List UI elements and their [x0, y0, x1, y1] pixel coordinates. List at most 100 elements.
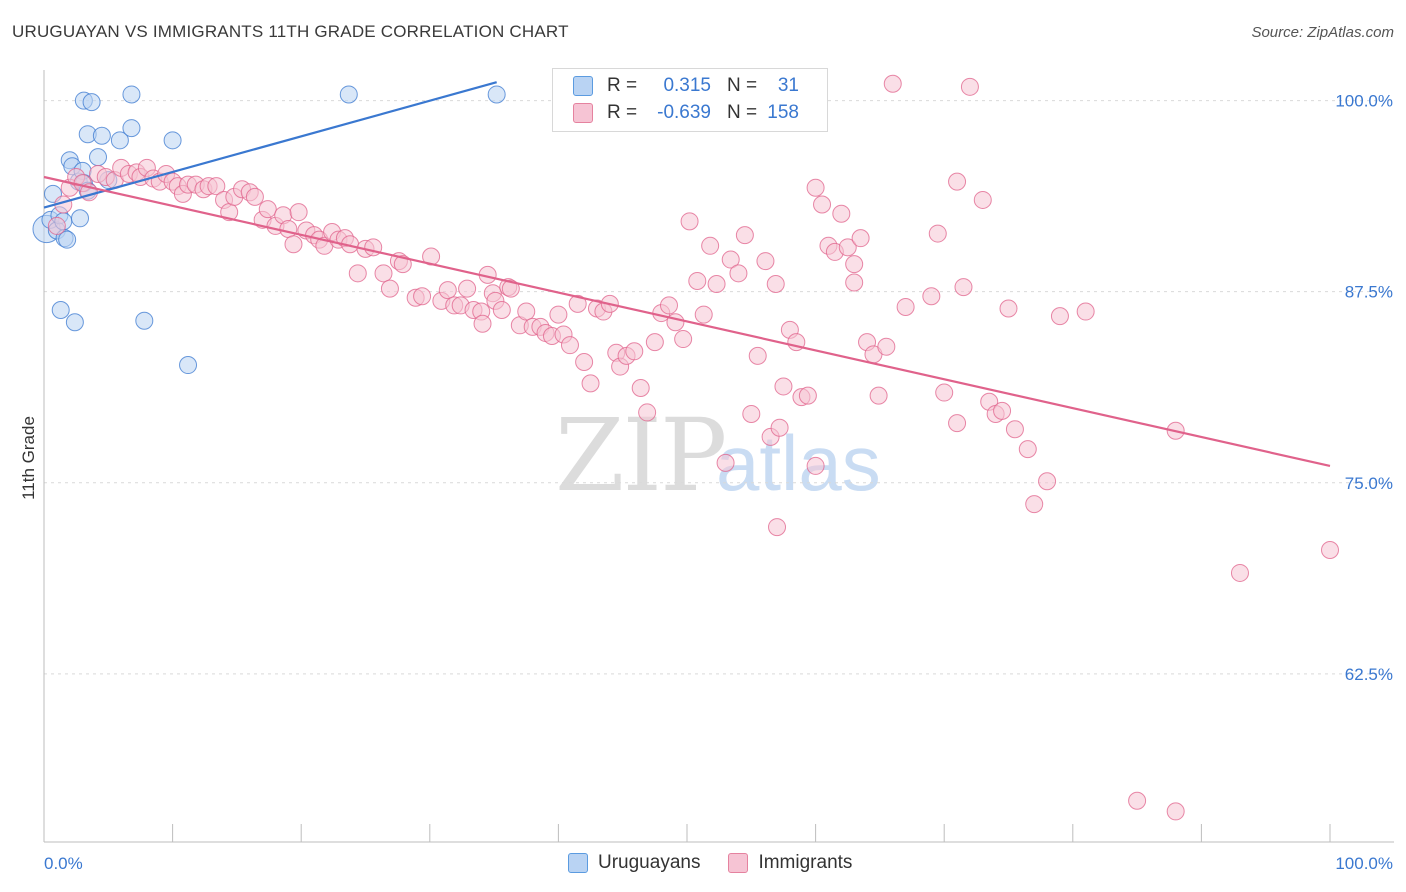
- immigrants-point-36: [284, 235, 303, 254]
- immigrants-point-89: [631, 378, 650, 397]
- immigrants-point-81: [581, 374, 600, 393]
- immigrants-point-64: [473, 314, 492, 333]
- immigrants-point-71: [517, 302, 536, 321]
- uruguayans-point-30: [487, 85, 506, 104]
- immigrants-point-99: [701, 236, 720, 255]
- immigrants-point-105: [742, 404, 761, 423]
- immigrants-point-50: [380, 279, 399, 298]
- r-label: R =: [607, 102, 638, 123]
- immigrants-point-46: [348, 264, 367, 283]
- immigrants-point-110: [774, 377, 793, 396]
- immigrants-point-153: [1321, 541, 1339, 560]
- immigrants-point-49: [374, 264, 393, 283]
- immigrants-trend-line: [43, 175, 1331, 468]
- immigrants-point-80: [575, 352, 594, 371]
- immigrants-point-134: [948, 414, 967, 433]
- immigrants-point-145: [1025, 495, 1044, 514]
- immigrants-point-67: [492, 301, 511, 320]
- stats-row-immigrants: R = -0.639 N = 158: [573, 100, 799, 126]
- y-tick-label-3: 100.0%: [1335, 92, 1393, 111]
- immigrants-point-131: [922, 287, 941, 306]
- immigrants-point-95: [674, 330, 693, 349]
- immigrants-point-127: [877, 337, 896, 356]
- watermark: ZIP atlas: [555, 397, 881, 514]
- uruguayans-point-22: [122, 119, 141, 138]
- legend-item-immigrants[interactable]: Immigrants: [728, 852, 852, 874]
- legend-label-uruguayans: Uruguayans: [598, 852, 701, 873]
- n-label: N =: [727, 102, 758, 123]
- series-legend: Uruguayans Immigrants: [568, 852, 880, 874]
- series-immigrants: [47, 74, 1339, 821]
- legend-label-immigrants: Immigrants: [758, 852, 853, 873]
- immigrants-point-94: [666, 313, 685, 332]
- immigrants-point-116: [813, 195, 832, 214]
- immigrants-point-120: [832, 204, 851, 223]
- immigrants-point-93: [659, 296, 678, 315]
- immigrants-point-146: [1038, 472, 1057, 491]
- chart-title: URUGUAYAN VS IMMIGRANTS 11TH GRADE CORRE…: [12, 22, 569, 41]
- uruguayans-point-11: [71, 209, 90, 228]
- source-note: Source: ZipAtlas.com: [1251, 24, 1394, 41]
- uruguayans-point-26: [51, 301, 70, 320]
- immigrants-point-52: [393, 255, 412, 274]
- x-tick-label-0: 0.0%: [44, 854, 83, 873]
- axes: [43, 70, 1394, 843]
- immigrants-point-76: [549, 305, 568, 324]
- immigrants-point-122: [845, 255, 864, 274]
- immigrants-point-129: [883, 74, 902, 93]
- immigrants-point-107: [756, 252, 775, 271]
- immigrants-swatch: [573, 103, 593, 123]
- r-value: 0.315: [663, 75, 711, 96]
- immigrants-point-32: [258, 200, 277, 219]
- immigrants-point-37: [289, 203, 308, 222]
- immigrants-point-96: [680, 212, 699, 231]
- immigrants-point-106: [748, 346, 767, 365]
- legend-item-uruguayans[interactable]: Uruguayans: [568, 852, 700, 874]
- immigrants-point-138: [973, 190, 992, 209]
- n-label: N =: [727, 75, 758, 96]
- immigrants-point-98: [694, 305, 713, 324]
- immigrants-point-143: [1005, 420, 1024, 439]
- x-tick-labels: 0.0% 100.0%: [44, 854, 1393, 873]
- stats-legend: R = 0.315 N = 31 R = -0.639 N = 158: [552, 68, 828, 132]
- uruguayans-point-18: [89, 148, 108, 167]
- immigrants-legend-swatch: [728, 853, 749, 873]
- immigrants-point-141: [993, 401, 1012, 420]
- uruguayans-swatch: [573, 76, 593, 96]
- immigrants-point-137: [960, 77, 979, 96]
- n-value: 31: [777, 75, 799, 96]
- uruguayans-point-19: [92, 126, 111, 145]
- immigrants-point-123: [851, 229, 870, 248]
- y-tick-label-0: 62.5%: [1345, 665, 1393, 684]
- immigrants-point-103: [729, 264, 748, 283]
- immigrants-point-101: [716, 453, 735, 472]
- immigrants-point-133: [935, 383, 954, 402]
- r-value: -0.639: [657, 102, 711, 123]
- uruguayans-point-27: [65, 313, 84, 332]
- immigrants-point-104: [735, 226, 754, 245]
- y-tick-label-1: 75.0%: [1345, 474, 1393, 493]
- immigrants-point-148: [1076, 302, 1095, 321]
- immigrants-point-88: [625, 342, 644, 361]
- immigrants-point-79: [568, 294, 587, 313]
- immigrants-point-54: [413, 287, 432, 306]
- immigrants-point-130: [896, 297, 915, 316]
- immigrants-point-126: [869, 386, 888, 405]
- watermark-atlas: atlas: [716, 419, 881, 507]
- immigrants-point-128: [845, 273, 864, 292]
- immigrants-point-135: [954, 278, 973, 297]
- x-tick-label-1: 100.0%: [1335, 854, 1393, 873]
- r-label: R =: [607, 75, 638, 96]
- y-tick-labels: 62.5% 75.0% 87.5% 100.0%: [1335, 92, 1393, 684]
- immigrants-point-78: [560, 336, 579, 355]
- uruguayans-point-16: [82, 93, 101, 112]
- immigrants-point-150: [1128, 791, 1147, 810]
- immigrants-point-102: [721, 250, 740, 269]
- uruguayans-point-7: [58, 230, 77, 249]
- immigrants-point-154: [768, 518, 787, 537]
- immigrants-point-109: [766, 275, 785, 294]
- immigrants-point-114: [798, 386, 817, 405]
- uruguayans-point-25: [179, 356, 198, 375]
- immigrants-point-151: [1166, 802, 1185, 821]
